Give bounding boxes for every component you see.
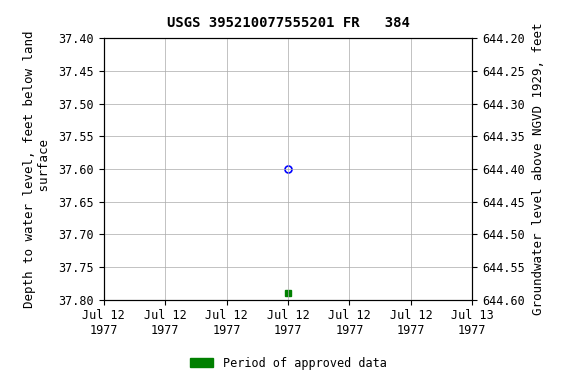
Title: USGS 395210077555201 FR   384: USGS 395210077555201 FR 384 (166, 16, 410, 30)
Legend: Period of approved data: Period of approved data (185, 352, 391, 374)
Y-axis label: Groundwater level above NGVD 1929, feet: Groundwater level above NGVD 1929, feet (532, 23, 545, 315)
Y-axis label: Depth to water level, feet below land
 surface: Depth to water level, feet below land su… (24, 30, 51, 308)
